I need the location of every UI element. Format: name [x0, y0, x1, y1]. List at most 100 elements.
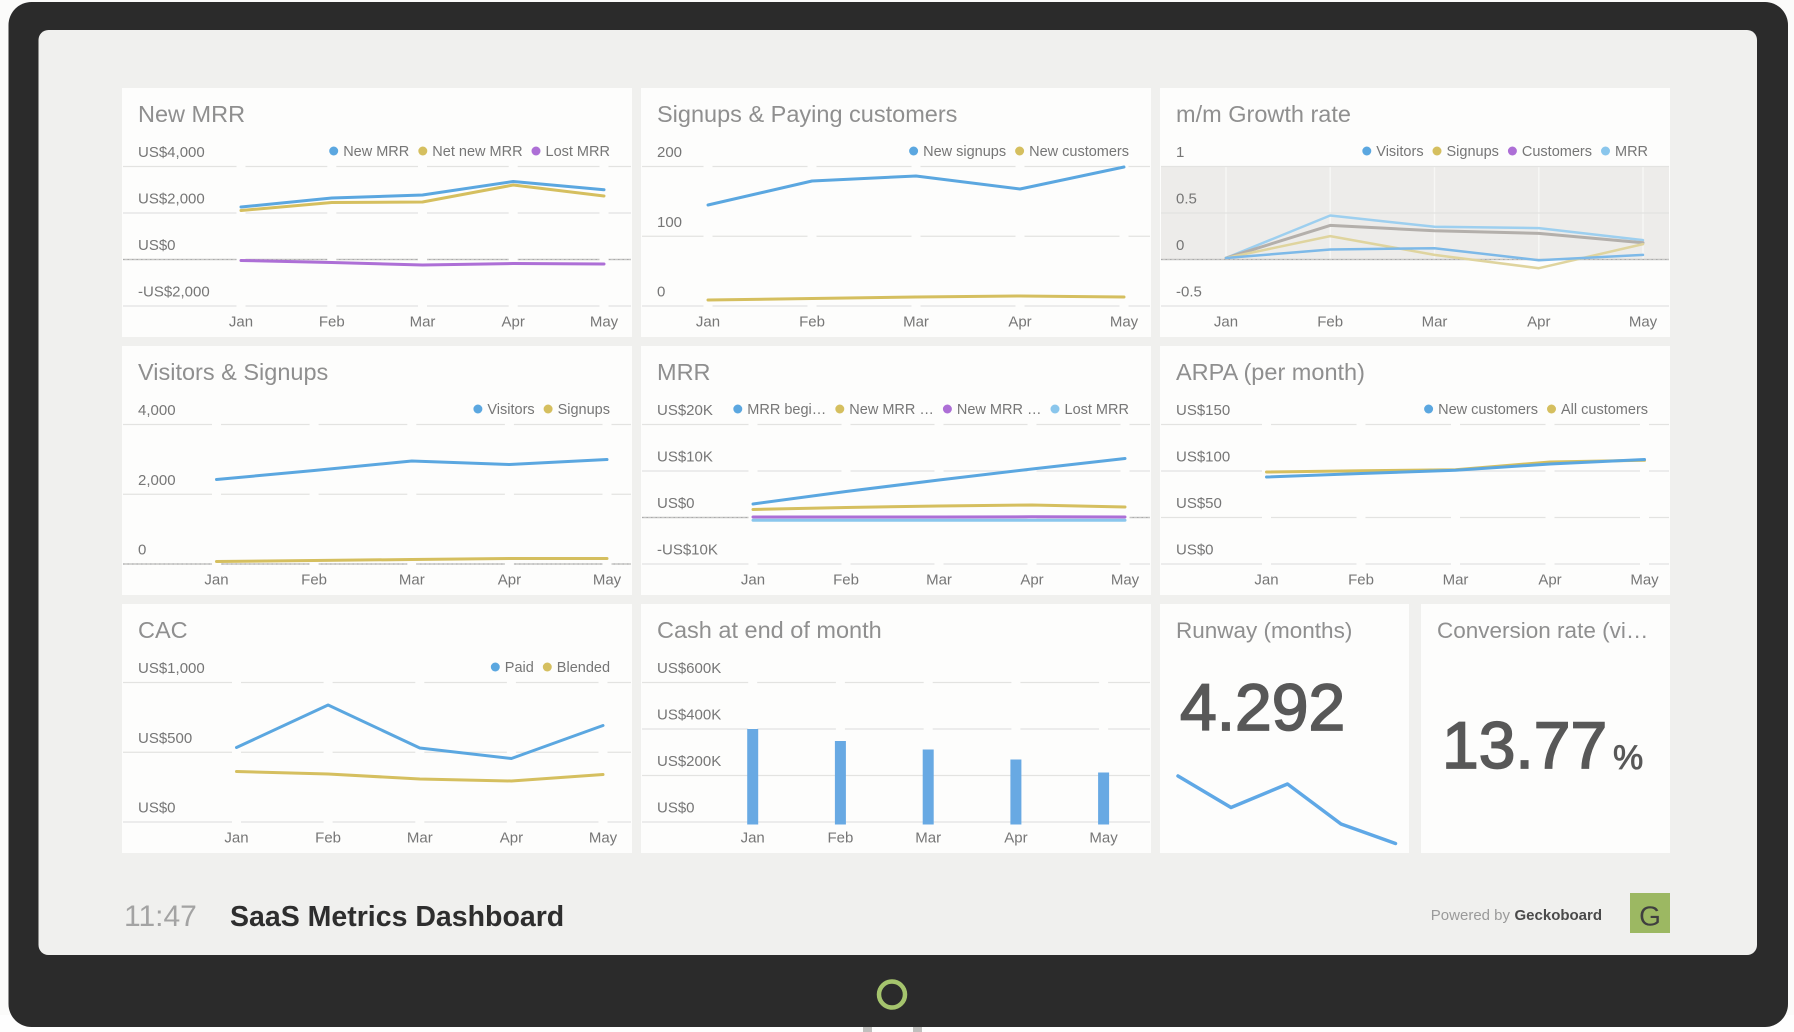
- svg-text:New signups: New signups: [923, 144, 1006, 160]
- svg-text:US$200K: US$200K: [657, 753, 721, 770]
- svg-text:MRR: MRR: [657, 359, 711, 385]
- svg-text:Powered by: Powered by: [1431, 907, 1511, 924]
- svg-text:0.5: 0.5: [1176, 191, 1197, 208]
- svg-text:1: 1: [1176, 144, 1184, 161]
- svg-text:May: May: [1629, 314, 1658, 331]
- svg-text:Feb: Feb: [1348, 572, 1374, 589]
- svg-text:Feb: Feb: [301, 572, 327, 589]
- svg-text:-US$10K: -US$10K: [657, 542, 718, 559]
- svg-text:May: May: [1630, 572, 1659, 589]
- svg-text:New MRR: New MRR: [343, 144, 409, 160]
- svg-text:May: May: [593, 572, 622, 589]
- svg-text:Customers: Customers: [1522, 144, 1592, 160]
- svg-text:Jan: Jan: [1254, 572, 1278, 589]
- svg-text:Signups: Signups: [1447, 144, 1499, 160]
- svg-text:Apr: Apr: [1020, 572, 1043, 589]
- svg-text:Conversion rate (vi…: Conversion rate (vi…: [1437, 618, 1648, 643]
- svg-text:US$0: US$0: [138, 800, 176, 817]
- svg-text:US$600K: US$600K: [657, 660, 721, 677]
- svg-text:Jan: Jan: [741, 572, 765, 589]
- svg-text:Runway (months): Runway (months): [1176, 618, 1352, 643]
- svg-text:100: 100: [657, 214, 682, 231]
- svg-text:Paid: Paid: [505, 660, 534, 676]
- svg-text:Mar: Mar: [1443, 572, 1469, 589]
- svg-text:New MRR …: New MRR …: [849, 402, 934, 418]
- svg-text:11:47: 11:47: [124, 900, 197, 933]
- svg-text:0: 0: [657, 284, 665, 301]
- svg-text:Jan: Jan: [1214, 314, 1238, 331]
- svg-text:Feb: Feb: [799, 314, 825, 331]
- svg-text:Visitors & Signups: Visitors & Signups: [138, 359, 328, 385]
- svg-text:Jan: Jan: [741, 830, 765, 847]
- svg-text:US$0: US$0: [1176, 542, 1214, 559]
- svg-text:Apr: Apr: [1008, 314, 1031, 331]
- svg-text:Jan: Jan: [224, 830, 248, 847]
- svg-text:Apr: Apr: [1004, 830, 1027, 847]
- svg-text:Net new MRR: Net new MRR: [432, 144, 522, 160]
- svg-text:Jan: Jan: [204, 572, 228, 589]
- svg-text:Feb: Feb: [319, 314, 345, 331]
- svg-text:%: %: [1613, 739, 1643, 777]
- svg-text:All customers: All customers: [1561, 402, 1648, 418]
- svg-text:May: May: [1089, 830, 1118, 847]
- svg-text:Feb: Feb: [315, 830, 341, 847]
- svg-text:Feb: Feb: [1317, 314, 1343, 331]
- svg-text:Mar: Mar: [1422, 314, 1448, 331]
- svg-text:Visitors: Visitors: [1376, 144, 1423, 160]
- svg-text:Mar: Mar: [926, 572, 952, 589]
- svg-text:Mar: Mar: [915, 830, 941, 847]
- svg-text:New MRR: New MRR: [138, 101, 245, 127]
- svg-text:Geckoboard: Geckoboard: [1515, 907, 1603, 924]
- svg-text:Apr: Apr: [498, 572, 521, 589]
- svg-text:SaaS Metrics Dashboard: SaaS Metrics Dashboard: [230, 901, 564, 933]
- svg-text:Lost MRR: Lost MRR: [546, 144, 610, 160]
- svg-text:US$100: US$100: [1176, 449, 1230, 466]
- svg-text:4.292: 4.292: [1180, 670, 1345, 744]
- svg-text:Visitors: Visitors: [487, 402, 534, 418]
- svg-text:Feb: Feb: [833, 572, 859, 589]
- svg-text:New MRR …: New MRR …: [957, 402, 1042, 418]
- svg-text:Apr: Apr: [500, 830, 523, 847]
- svg-text:Apr: Apr: [1538, 572, 1561, 589]
- svg-text:Mar: Mar: [407, 830, 433, 847]
- svg-text:MRR begi…: MRR begi…: [747, 402, 826, 418]
- svg-text:Feb: Feb: [827, 830, 853, 847]
- svg-text:ARPA (per month): ARPA (per month): [1176, 359, 1365, 385]
- svg-text:US$2,000: US$2,000: [138, 191, 205, 208]
- svg-text:Mar: Mar: [399, 572, 425, 589]
- svg-text:US$0: US$0: [138, 237, 176, 254]
- svg-text:May: May: [589, 830, 618, 847]
- svg-text:Blended: Blended: [557, 660, 610, 676]
- svg-text:US$0: US$0: [657, 800, 695, 817]
- svg-text:US$400K: US$400K: [657, 707, 721, 724]
- svg-text:G: G: [1639, 901, 1661, 932]
- svg-text:May: May: [590, 314, 619, 331]
- svg-text:Cash at end of month: Cash at end of month: [657, 617, 882, 643]
- svg-text:Apr: Apr: [502, 314, 525, 331]
- svg-text:May: May: [1110, 314, 1139, 331]
- svg-text:200: 200: [657, 144, 682, 161]
- svg-text:May: May: [1111, 572, 1140, 589]
- svg-text:Signups & Paying customers: Signups & Paying customers: [657, 101, 957, 127]
- svg-text:Signups: Signups: [558, 402, 610, 418]
- svg-text:US$500: US$500: [138, 730, 192, 747]
- svg-text:US$1,000: US$1,000: [138, 660, 205, 677]
- svg-text:Jan: Jan: [229, 314, 253, 331]
- svg-text:US$20K: US$20K: [657, 402, 713, 419]
- svg-text:Mar: Mar: [903, 314, 929, 331]
- svg-text:-0.5: -0.5: [1176, 284, 1202, 301]
- svg-text:2,000: 2,000: [138, 472, 176, 489]
- svg-text:New customers: New customers: [1029, 144, 1129, 160]
- svg-text:0: 0: [1176, 237, 1184, 254]
- svg-text:Lost MRR: Lost MRR: [1065, 402, 1129, 418]
- svg-text:Jan: Jan: [696, 314, 720, 331]
- svg-text:US$0: US$0: [657, 495, 695, 512]
- svg-text:US$50: US$50: [1176, 495, 1222, 512]
- svg-text:US$10K: US$10K: [657, 449, 713, 466]
- svg-text:US$150: US$150: [1176, 402, 1230, 419]
- svg-text:4,000: 4,000: [138, 402, 176, 419]
- svg-text:m/m Growth rate: m/m Growth rate: [1176, 101, 1351, 127]
- svg-text:US$4,000: US$4,000: [138, 144, 205, 161]
- svg-text:Mar: Mar: [410, 314, 436, 331]
- svg-text:0: 0: [138, 542, 146, 559]
